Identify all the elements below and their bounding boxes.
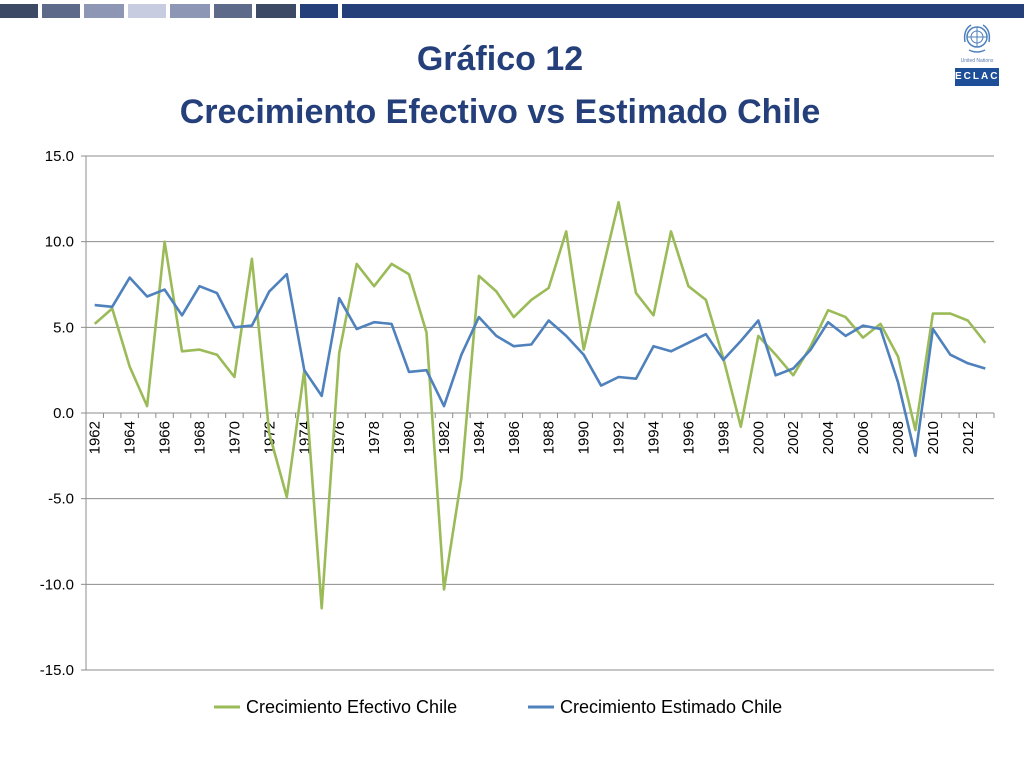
un-emblem-icon: [963, 24, 991, 53]
x-tick-label: 2000: [750, 421, 767, 454]
x-tick-label: 1992: [611, 421, 628, 454]
x-tick-label: 1986: [506, 421, 523, 454]
bar-segment: [214, 4, 252, 18]
x-tick-label: 1994: [646, 421, 663, 454]
x-tick-label: 1984: [471, 421, 488, 454]
x-tick-label: 1966: [157, 421, 174, 454]
y-tick-label: -10.0: [40, 576, 74, 593]
legend: Crecimiento Efectivo Chile Crecimiento Es…: [214, 697, 782, 717]
x-tick-label: 2004: [820, 421, 837, 454]
x-tick-label: 2010: [925, 421, 942, 454]
bar-segment: [342, 4, 1024, 18]
x-tick-label: 1978: [366, 421, 383, 454]
x-tick-label: 2006: [855, 421, 872, 454]
bar-segment: [84, 4, 124, 18]
x-tick-label: 1970: [226, 421, 243, 454]
top-decorative-bar: [0, 4, 1024, 18]
bar-segment: [170, 4, 210, 18]
legend-label: Crecimiento Estimado Chile: [560, 697, 782, 717]
bar-segment: [256, 4, 296, 18]
page-title: Gráfico 12: [416, 40, 584, 78]
x-tick-label: 1996: [680, 421, 697, 454]
bar-segment: [300, 4, 338, 18]
bar-segment: [42, 4, 80, 18]
chart-title: Crecimiento Efectivo vs Estimado Chile: [179, 93, 821, 131]
x-tick-label: 1962: [87, 421, 104, 454]
bar-segment: [0, 4, 38, 18]
x-tick-label: 1988: [541, 421, 558, 454]
eclac-logo: United Nations ECLAC: [952, 22, 1002, 92]
x-tick-label: 1968: [192, 421, 209, 454]
series-layer: [93, 200, 987, 610]
x-tick-label: 1990: [576, 421, 593, 454]
bar-segment: [128, 4, 166, 18]
series-line-estimado: [94, 272, 986, 458]
line-chart: 15.0 10.0 5.0 0.0 -5.0 -10.0 -15.0 1962 1964 1966…: [40, 148, 995, 717]
y-tick-label: 5.0: [53, 319, 74, 336]
x-tick-label: 1976: [331, 421, 348, 454]
y-tick-label: 15.0: [45, 148, 74, 165]
y-tick-label: 10.0: [45, 234, 74, 251]
x-tick-label: 1980: [401, 421, 418, 454]
logo-org-text: United Nations: [960, 58, 994, 64]
axis-layer: 15.0 10.0 5.0 0.0 -5.0 -10.0 -15.0 1962 1964 1966…: [40, 148, 995, 679]
x-tick-label: 1982: [436, 421, 453, 454]
x-tick-label: 2008: [890, 421, 907, 454]
y-tick-label: -15.0: [40, 662, 74, 679]
x-tick-label: 2002: [785, 421, 802, 454]
x-tick-label: 2012: [960, 421, 977, 454]
y-tick-label: 0.0: [53, 405, 74, 422]
x-tick-label: 1998: [715, 421, 732, 454]
y-tick-label: -5.0: [48, 491, 74, 508]
series-line-efectivo: [93, 200, 987, 610]
x-tick-label: 1964: [122, 421, 139, 454]
logo-org-box: ECLAC: [955, 68, 999, 86]
legend-label: Crecimiento Efectivo Chile: [246, 697, 457, 717]
